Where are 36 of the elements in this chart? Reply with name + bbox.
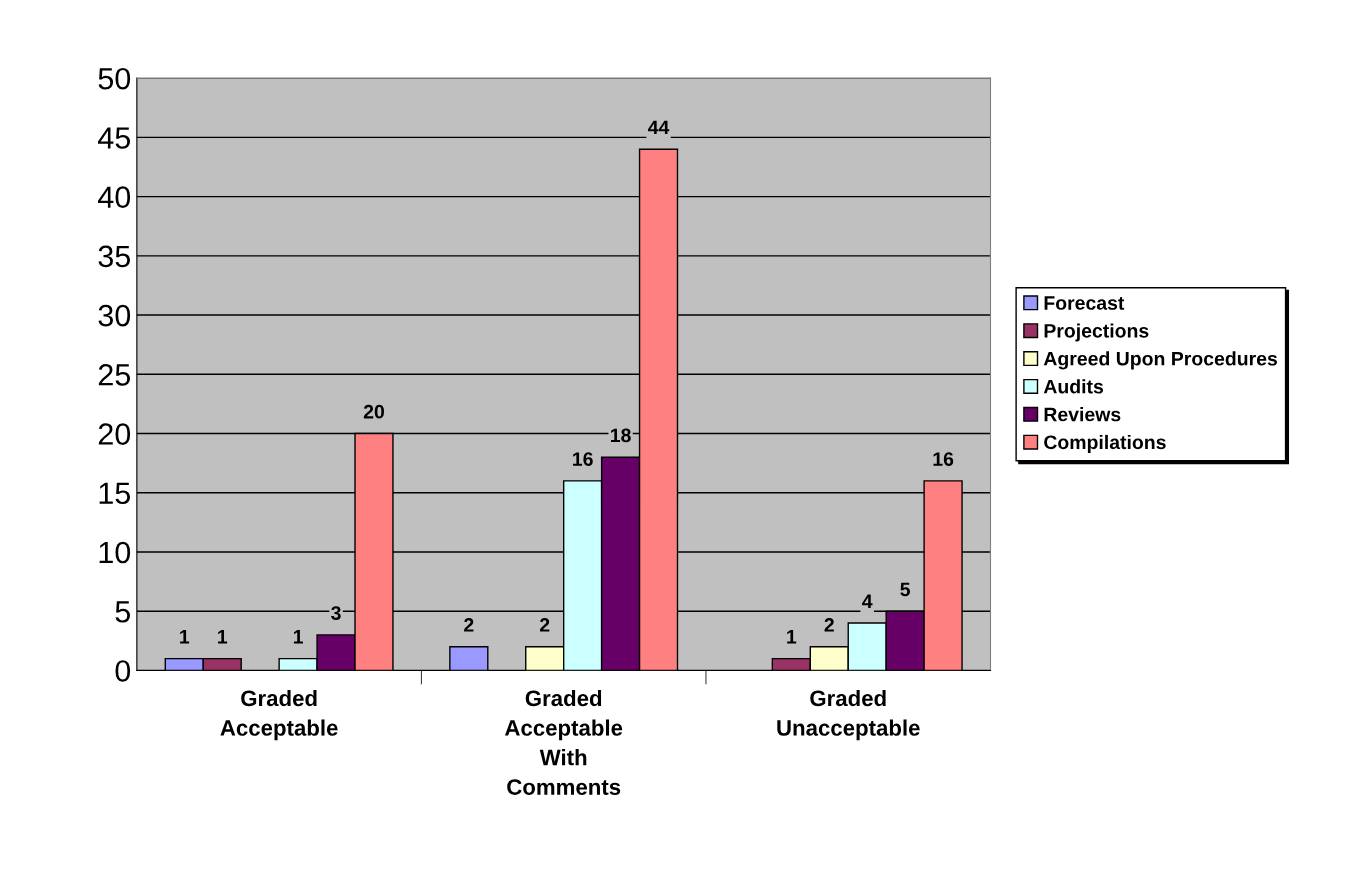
data-label: 3 <box>331 606 341 620</box>
y-tick-label: 10 <box>99 541 131 564</box>
data-label: 4 <box>862 594 873 608</box>
data-label: 2 <box>464 618 474 632</box>
data-label: 1 <box>218 630 228 644</box>
data-label: 2 <box>539 618 550 632</box>
y-tick-label: 0 <box>115 660 131 682</box>
legend-label: Reviews <box>1044 407 1121 422</box>
legend-label: Agreed Upon Procedures <box>1043 351 1277 370</box>
x-tick-label: Graded Acceptable With Comments <box>504 689 623 795</box>
y-tick-label: 30 <box>98 304 131 327</box>
data-label: 2 <box>824 618 834 632</box>
y-tick-label: 25 <box>98 364 131 386</box>
legend-label: Forecast <box>1044 296 1125 310</box>
bar <box>449 646 489 671</box>
x-tick-label: Graded Unacceptable <box>777 689 920 741</box>
y-tick-label: 20 <box>98 423 131 445</box>
y-tick-label: 40 <box>98 186 131 208</box>
data-label: 1 <box>293 630 303 644</box>
legend-label: Compilations <box>1044 434 1166 454</box>
data-label: 16 <box>573 452 593 466</box>
data-label: 16 <box>933 452 954 466</box>
y-tick-label: 5 <box>115 601 131 623</box>
data-label: 18 <box>611 428 631 443</box>
y-tick-label: 45 <box>98 127 131 149</box>
data-label: 5 <box>900 582 911 597</box>
legend-label: Audits <box>1043 379 1104 394</box>
x-tick-label: Graded Acceptable <box>220 689 338 741</box>
data-label: 1 <box>180 630 190 644</box>
y-tick-label: 15 <box>99 482 131 505</box>
y-tick-label: 35 <box>98 245 131 268</box>
y-tick-label: 50 <box>98 67 131 90</box>
data-label: 44 <box>648 120 670 135</box>
legend-label: Projections <box>1044 323 1149 342</box>
data-label: 20 <box>363 404 384 419</box>
data-label: 1 <box>787 630 797 644</box>
